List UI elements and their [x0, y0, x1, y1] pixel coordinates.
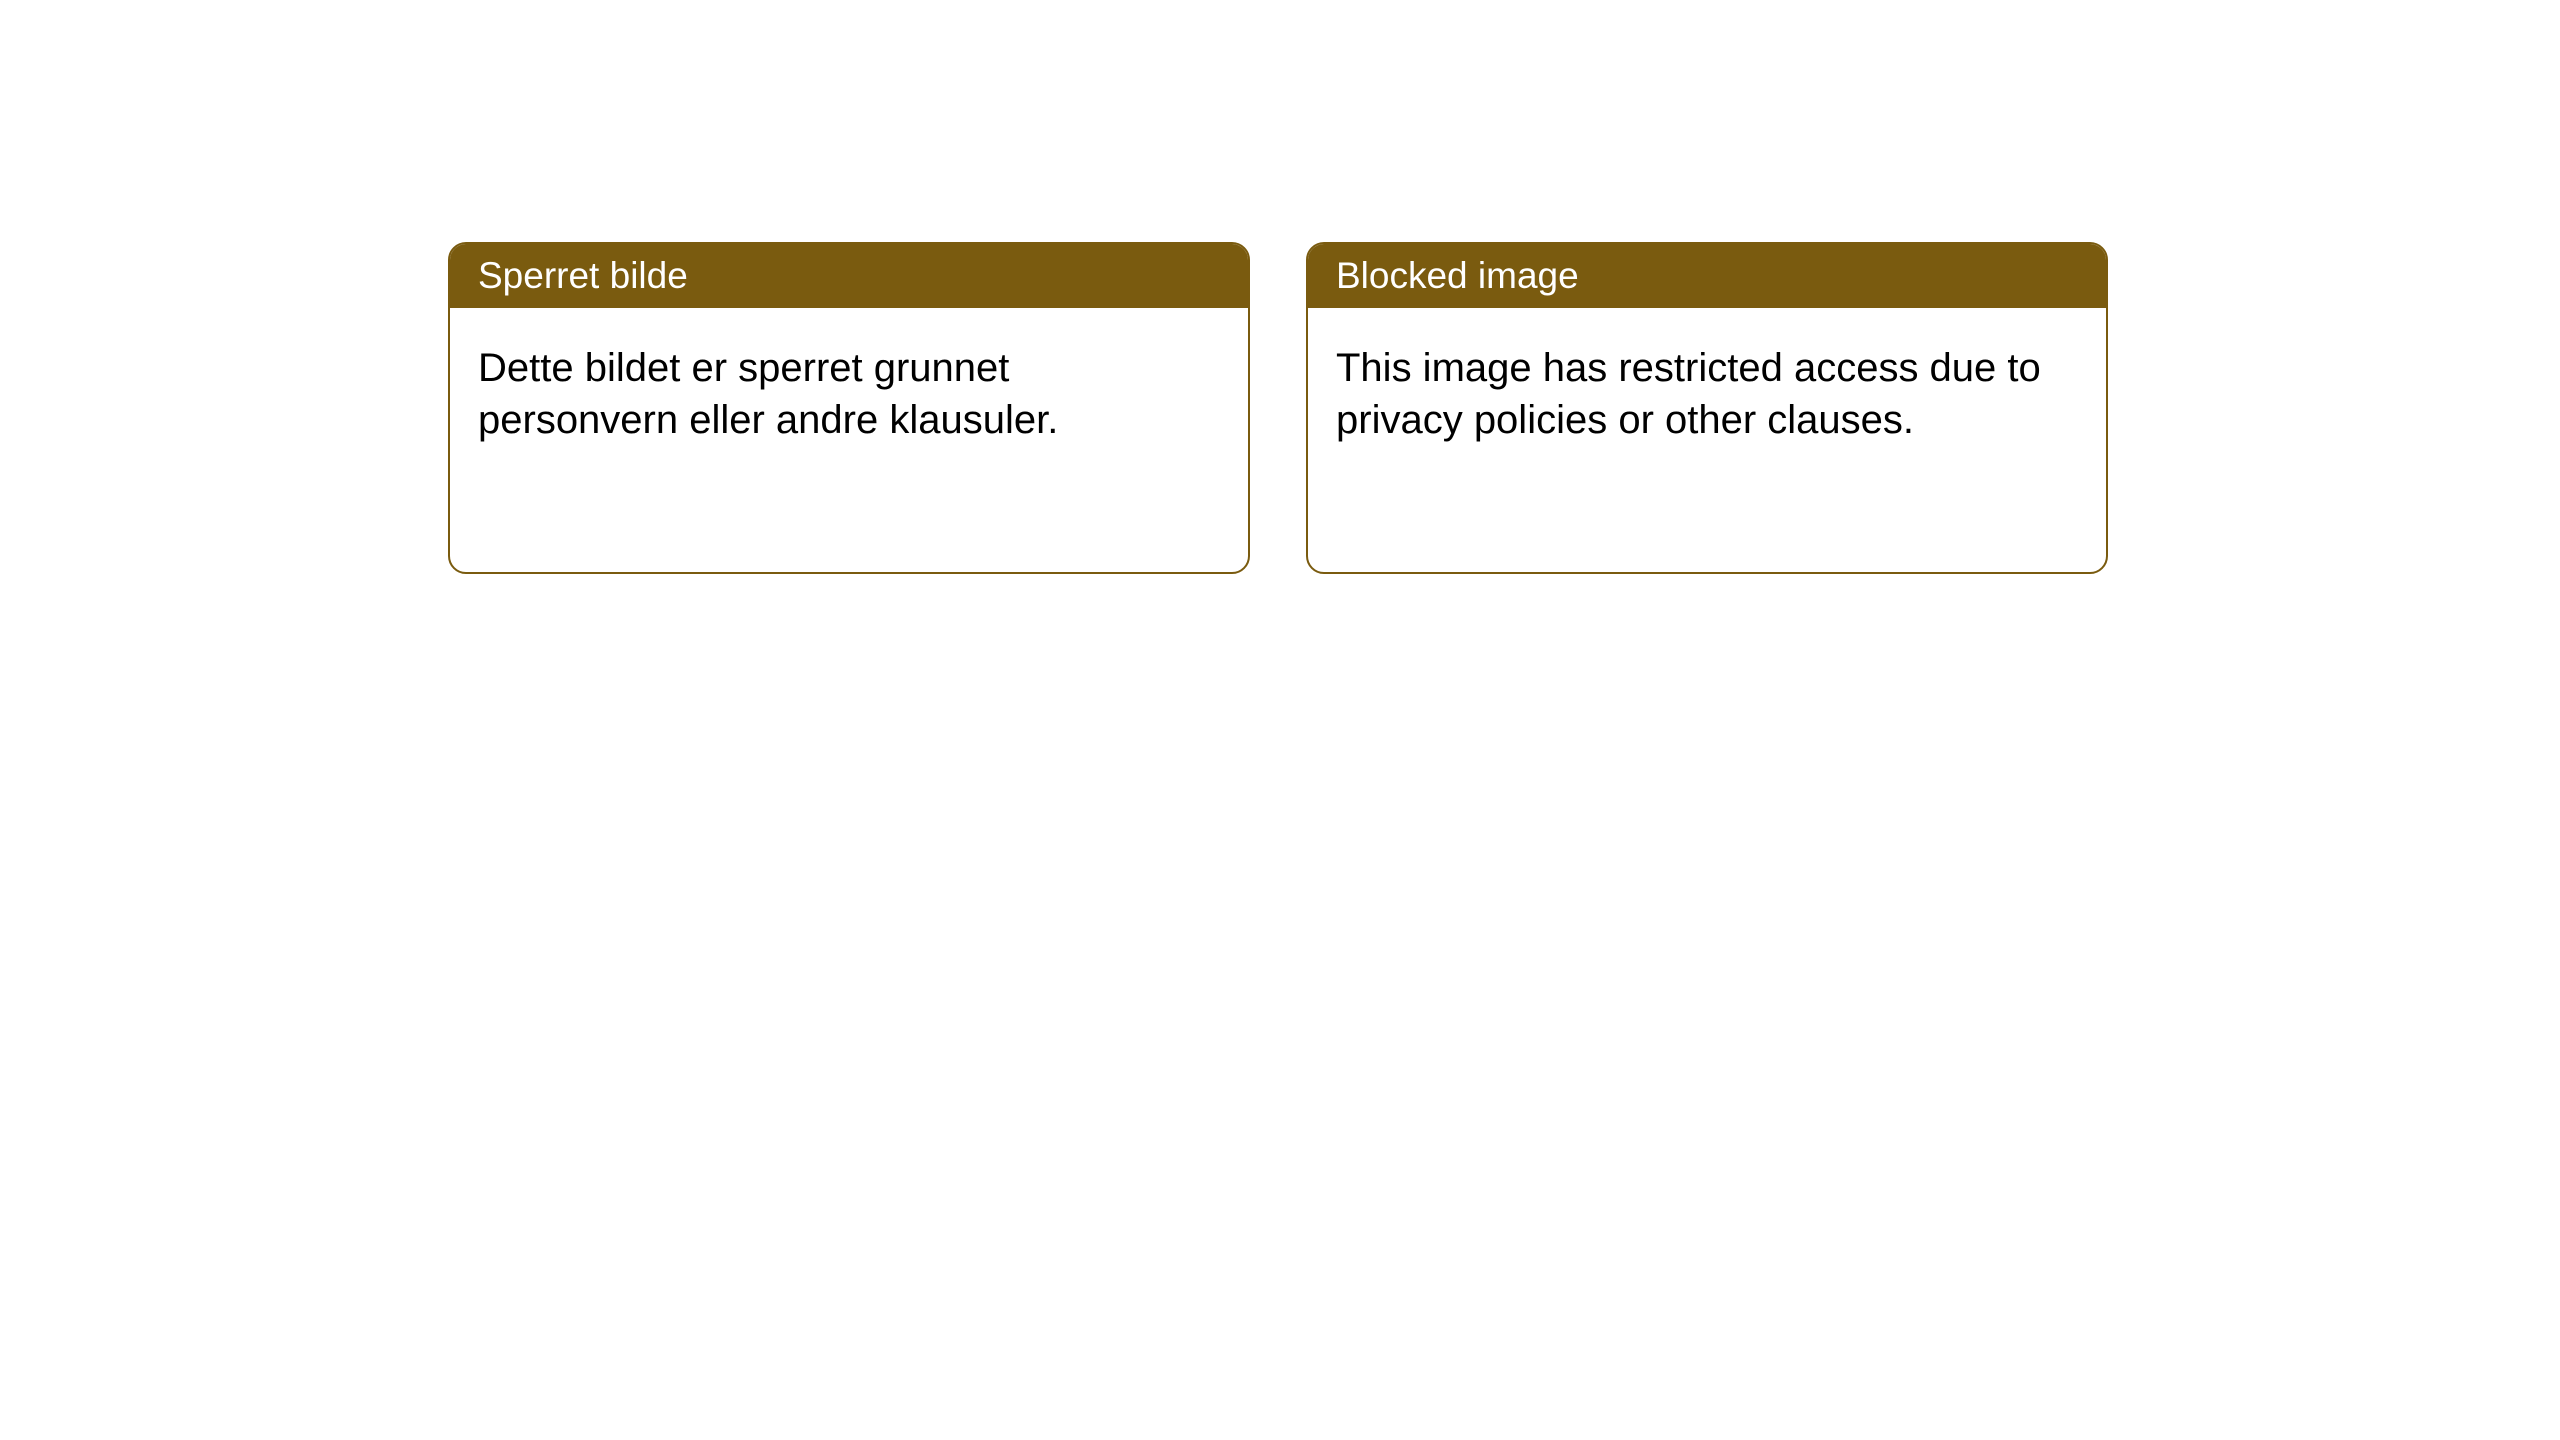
card-header-no: Sperret bilde — [450, 244, 1248, 308]
blocked-image-card-en: Blocked image This image has restricted … — [1306, 242, 2108, 574]
card-body-no: Dette bildet er sperret grunnet personve… — [450, 308, 1248, 480]
card-header-en: Blocked image — [1308, 244, 2106, 308]
notice-container: Sperret bilde Dette bildet er sperret gr… — [448, 242, 2108, 574]
card-body-en: This image has restricted access due to … — [1308, 308, 2106, 480]
blocked-image-card-no: Sperret bilde Dette bildet er sperret gr… — [448, 242, 1250, 574]
